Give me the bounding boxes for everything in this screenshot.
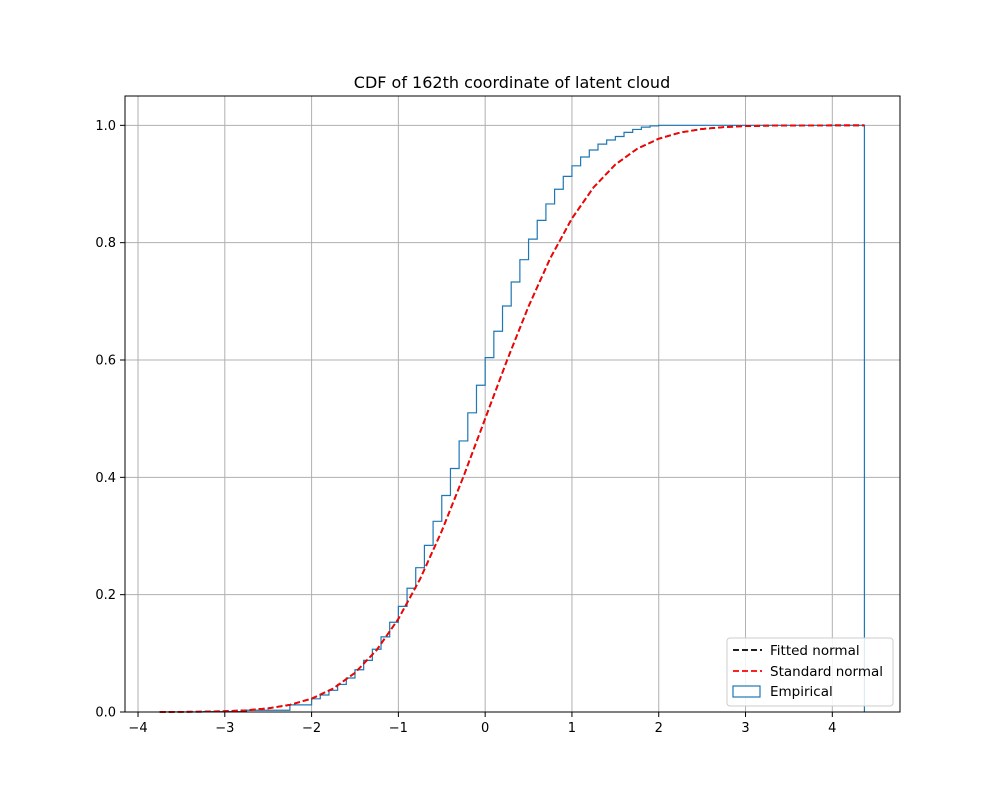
y-tick-label: 1.0 xyxy=(95,119,116,134)
x-tick-label: −1 xyxy=(389,721,408,736)
x-tick-label: 4 xyxy=(828,721,836,736)
y-tick-label: 0.8 xyxy=(95,236,116,251)
x-tick-label: 2 xyxy=(655,721,663,736)
y-tick-label: 0.0 xyxy=(95,706,116,721)
x-tick-label: 3 xyxy=(741,721,749,736)
x-tick-label: −2 xyxy=(302,721,321,736)
legend-fitted-label: Fitted normal xyxy=(770,643,860,659)
legend-empirical-swatch xyxy=(732,685,761,698)
plot-frame xyxy=(124,95,901,713)
axes-layer xyxy=(124,95,901,713)
series-layer xyxy=(159,124,866,713)
x-tick-label: −4 xyxy=(128,721,147,736)
legend-empirical-label: Empirical xyxy=(770,684,833,700)
y-tick-label: 0.4 xyxy=(95,471,116,486)
x-tick-label: 0 xyxy=(481,721,489,736)
chart-title: CDF of 162th coordinate of latent cloud xyxy=(354,73,670,92)
ticks-layer: −4 −3 −2 −1 0 1 2 3 4 0.0 0.2 0.4 0.6 0.8 1.0 xyxy=(95,119,836,736)
x-tick-label: −3 xyxy=(215,721,234,736)
series-standard-normal xyxy=(159,124,865,713)
y-tick-label: 0.6 xyxy=(95,354,116,369)
x-tick-label: 1 xyxy=(568,721,576,736)
legend-standard-label: Standard normal xyxy=(770,664,883,680)
legend-frame xyxy=(726,637,894,707)
legend: Fitted normal Standard normal Empirical xyxy=(726,637,894,707)
y-tick-label: 0.2 xyxy=(95,588,116,603)
